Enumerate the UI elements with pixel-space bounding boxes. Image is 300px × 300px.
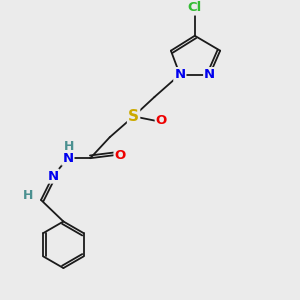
Text: N: N — [47, 169, 58, 183]
Text: O: O — [156, 114, 167, 128]
Text: S: S — [128, 109, 139, 124]
Text: N: N — [62, 152, 74, 165]
Text: H: H — [64, 140, 75, 153]
Text: O: O — [115, 149, 126, 162]
Text: N: N — [174, 68, 185, 81]
Text: N: N — [204, 68, 215, 81]
Text: Cl: Cl — [188, 2, 202, 14]
Text: H: H — [23, 189, 34, 202]
